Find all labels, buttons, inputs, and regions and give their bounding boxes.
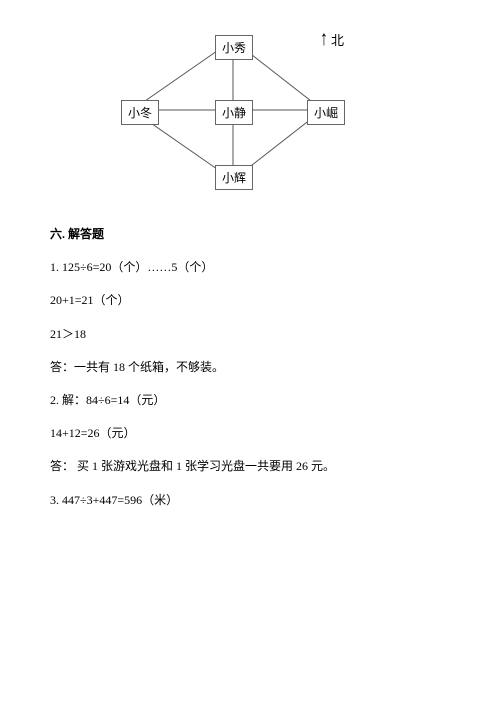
answer-line: 2. 解：84÷6=14（元） — [50, 391, 450, 410]
node-bottom: 小辉 — [215, 165, 253, 190]
section-title: 六. 解答题 — [50, 225, 450, 244]
node-left: 小冬 — [121, 100, 159, 125]
node-right: 小崛 — [307, 100, 345, 125]
answer-line: 14+12=26（元） — [50, 424, 450, 443]
direction-diagram: ↑ 北 小秀 小冬 小静 小崛 小辉 — [115, 25, 375, 195]
answer-content: 六. 解答题 1. 125÷6=20（个）……5（个） 20+1=21（个） 2… — [50, 225, 450, 510]
answer-line: 21＞18 — [50, 325, 450, 344]
answer-line: 答：一共有 18 个纸箱，不够装。 — [50, 358, 450, 377]
node-top: 小秀 — [215, 35, 253, 60]
answer-line: 20+1=21（个） — [50, 291, 450, 310]
answer-line: 1. 125÷6=20（个）……5（个） — [50, 258, 450, 277]
answer-line: 答： 买 1 张游戏光盘和 1 张学习光盘一共要用 26 元。 — [50, 457, 450, 476]
node-center: 小静 — [215, 100, 253, 125]
answer-line: 3. 447÷3+447=596（米） — [50, 491, 450, 510]
